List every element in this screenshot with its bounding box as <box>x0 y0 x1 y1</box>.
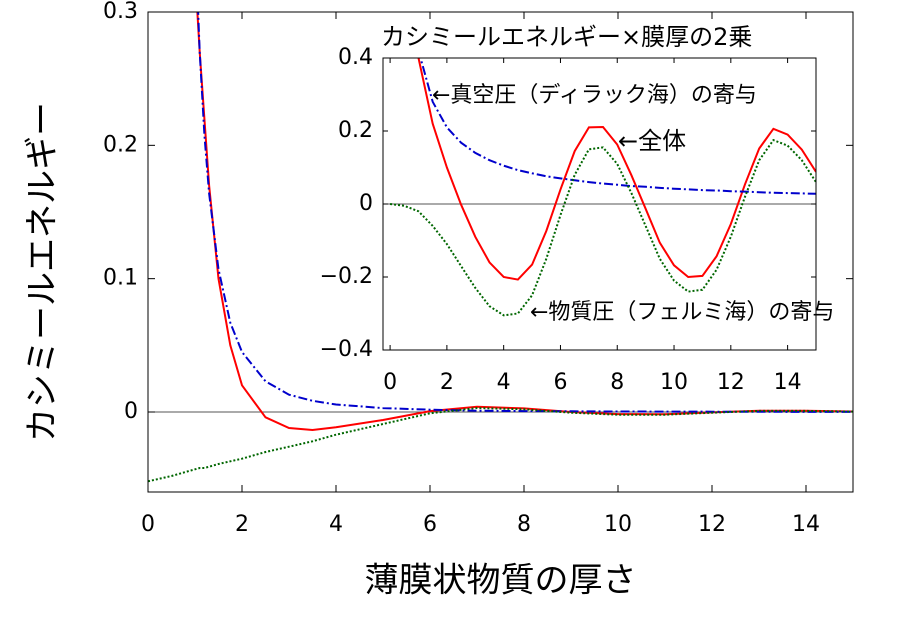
x-tick-label: 8 <box>517 512 531 537</box>
y-tick-label: −0.4 <box>320 337 373 362</box>
inset-title: カシミールエネルギー×膜厚の2乗 <box>381 23 752 51</box>
series-line <box>417 58 816 281</box>
x-axis-label: 薄膜状物質の厚さ <box>365 561 637 601</box>
series-line <box>389 138 816 317</box>
y-tick-label: 0.3 <box>103 0 138 24</box>
series-line <box>197 12 853 413</box>
y-tick-label: 0 <box>124 399 138 424</box>
x-tick-label: 10 <box>604 512 632 537</box>
x-tick-label: 2 <box>235 512 249 537</box>
x-tick-label: 0 <box>141 512 155 537</box>
annotation: ←物質圧（フェルミ海）の寄与 <box>530 300 834 325</box>
y-tick-label: −0.2 <box>320 264 373 289</box>
plot-frame <box>382 57 817 351</box>
annotation: ←真空圧（ディラック海）の寄与 <box>432 83 757 108</box>
x-tick-label: 12 <box>717 370 745 395</box>
x-tick-label: 8 <box>610 370 624 395</box>
y-axis-label: カシミールエネルギー <box>23 102 63 442</box>
annotation: ←全体 <box>618 127 686 155</box>
y-tick-label: 0.2 <box>103 132 138 157</box>
x-tick-label: 0 <box>383 370 397 395</box>
series-line <box>419 58 816 195</box>
y-tick-label: 0 <box>359 191 373 216</box>
plot-frame <box>147 11 854 493</box>
series-line <box>148 406 853 483</box>
x-tick-label: 6 <box>553 370 567 395</box>
x-tick-label: 14 <box>774 370 802 395</box>
x-tick-label: 14 <box>792 512 820 537</box>
y-tick-label: 0.4 <box>338 45 373 70</box>
x-tick-label: 4 <box>329 512 343 537</box>
x-tick-label: 2 <box>440 370 454 395</box>
x-tick-label: 12 <box>698 512 726 537</box>
y-tick-label: 0.2 <box>338 118 373 143</box>
x-tick-label: 4 <box>497 370 511 395</box>
inset-chart: −0.4 −0.2 0 0.2 0.4 0 2 4 6 8 10 12 14 カシミールエネルギー×膜厚の… <box>320 23 835 395</box>
x-tick-label: 10 <box>660 370 688 395</box>
x-tick-label: 6 <box>423 512 437 537</box>
y-tick-label: 0.1 <box>103 266 138 291</box>
